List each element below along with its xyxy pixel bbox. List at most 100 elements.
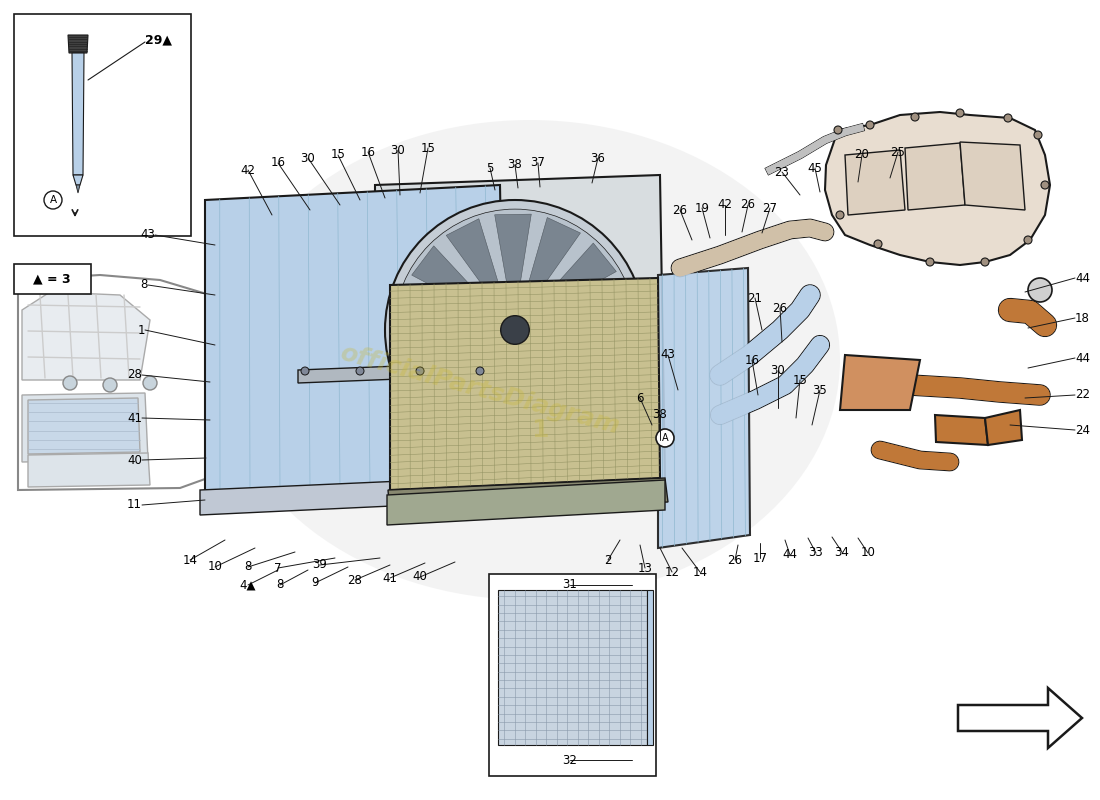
Polygon shape	[22, 393, 148, 462]
Polygon shape	[388, 478, 668, 514]
Text: 30: 30	[300, 151, 316, 165]
Text: 33: 33	[808, 546, 824, 559]
Text: 13: 13	[638, 562, 652, 574]
Circle shape	[956, 109, 964, 117]
Polygon shape	[503, 346, 539, 446]
Text: 44: 44	[1075, 271, 1090, 285]
Text: 15: 15	[331, 149, 345, 162]
Circle shape	[500, 316, 529, 344]
Polygon shape	[526, 243, 616, 321]
Text: 14: 14	[183, 554, 198, 566]
Circle shape	[356, 367, 364, 375]
Text: 36: 36	[591, 151, 605, 165]
Polygon shape	[840, 355, 920, 410]
FancyBboxPatch shape	[490, 574, 656, 776]
Text: 1: 1	[531, 418, 549, 442]
Polygon shape	[68, 35, 88, 53]
Polygon shape	[73, 175, 82, 185]
Text: 26: 26	[727, 554, 742, 566]
Polygon shape	[416, 340, 505, 420]
Text: 26: 26	[772, 302, 788, 314]
Polygon shape	[935, 415, 988, 445]
Polygon shape	[398, 290, 499, 330]
Circle shape	[836, 211, 844, 219]
Circle shape	[1028, 278, 1052, 302]
Text: 41: 41	[383, 571, 397, 585]
Circle shape	[1004, 114, 1012, 122]
Circle shape	[416, 367, 424, 375]
Circle shape	[476, 367, 484, 375]
Text: 32: 32	[562, 754, 576, 766]
Polygon shape	[498, 590, 647, 745]
Text: 21: 21	[748, 291, 762, 305]
Circle shape	[301, 367, 309, 375]
Circle shape	[834, 126, 842, 134]
Text: 8: 8	[276, 578, 284, 591]
Text: 38: 38	[652, 409, 668, 422]
Text: 41: 41	[126, 411, 142, 425]
Text: 7: 7	[274, 562, 282, 574]
Text: 15: 15	[420, 142, 436, 154]
Polygon shape	[22, 292, 150, 380]
Text: A: A	[50, 195, 56, 205]
Text: 29▲: 29▲	[145, 34, 172, 46]
Polygon shape	[18, 275, 270, 490]
Circle shape	[656, 429, 674, 447]
Text: 8: 8	[141, 278, 149, 291]
Text: A: A	[662, 433, 669, 443]
FancyBboxPatch shape	[14, 264, 91, 294]
Text: 43: 43	[140, 229, 155, 242]
Circle shape	[866, 121, 874, 129]
Polygon shape	[958, 688, 1082, 748]
Text: 28: 28	[128, 369, 142, 382]
Polygon shape	[519, 218, 581, 316]
Polygon shape	[390, 278, 660, 490]
Polygon shape	[453, 344, 512, 443]
Polygon shape	[375, 175, 666, 495]
Text: 44: 44	[782, 549, 797, 562]
Polygon shape	[825, 112, 1050, 265]
Polygon shape	[28, 398, 140, 454]
Text: 23: 23	[774, 166, 790, 178]
FancyBboxPatch shape	[14, 14, 191, 236]
Text: 30: 30	[390, 143, 406, 157]
Polygon shape	[205, 185, 505, 495]
Text: 5: 5	[486, 162, 494, 174]
Circle shape	[103, 378, 117, 392]
Polygon shape	[298, 362, 502, 383]
Text: 40: 40	[128, 454, 142, 466]
Text: 4▲: 4▲	[240, 578, 256, 591]
Polygon shape	[200, 476, 520, 515]
Circle shape	[1024, 236, 1032, 244]
Text: 31: 31	[562, 578, 576, 591]
Text: 40: 40	[412, 570, 428, 583]
Text: 24: 24	[1075, 423, 1090, 437]
Circle shape	[1041, 181, 1049, 189]
Text: 42: 42	[717, 198, 733, 211]
Text: 37: 37	[530, 157, 546, 170]
Text: officialPartsDiagram: officialPartsDiagram	[338, 341, 623, 439]
Text: 45: 45	[807, 162, 823, 174]
Polygon shape	[984, 410, 1022, 445]
Circle shape	[44, 191, 62, 209]
Text: 14: 14	[693, 566, 707, 578]
Polygon shape	[529, 286, 631, 327]
Text: 25: 25	[891, 146, 905, 158]
Text: 20: 20	[855, 149, 869, 162]
Circle shape	[981, 258, 989, 266]
Text: 28: 28	[348, 574, 362, 586]
Text: 11: 11	[126, 498, 142, 511]
Text: 10: 10	[208, 561, 222, 574]
Text: 15: 15	[793, 374, 807, 386]
Text: 30: 30	[771, 363, 785, 377]
Polygon shape	[530, 330, 632, 366]
Text: 6: 6	[636, 391, 644, 405]
Text: 8: 8	[244, 561, 252, 574]
Text: 43: 43	[661, 349, 675, 362]
Text: 27: 27	[762, 202, 778, 214]
Text: ▲ = 3: ▲ = 3	[33, 273, 70, 286]
Polygon shape	[72, 53, 84, 175]
Circle shape	[926, 258, 934, 266]
Circle shape	[394, 209, 636, 451]
Text: 2: 2	[604, 554, 612, 566]
